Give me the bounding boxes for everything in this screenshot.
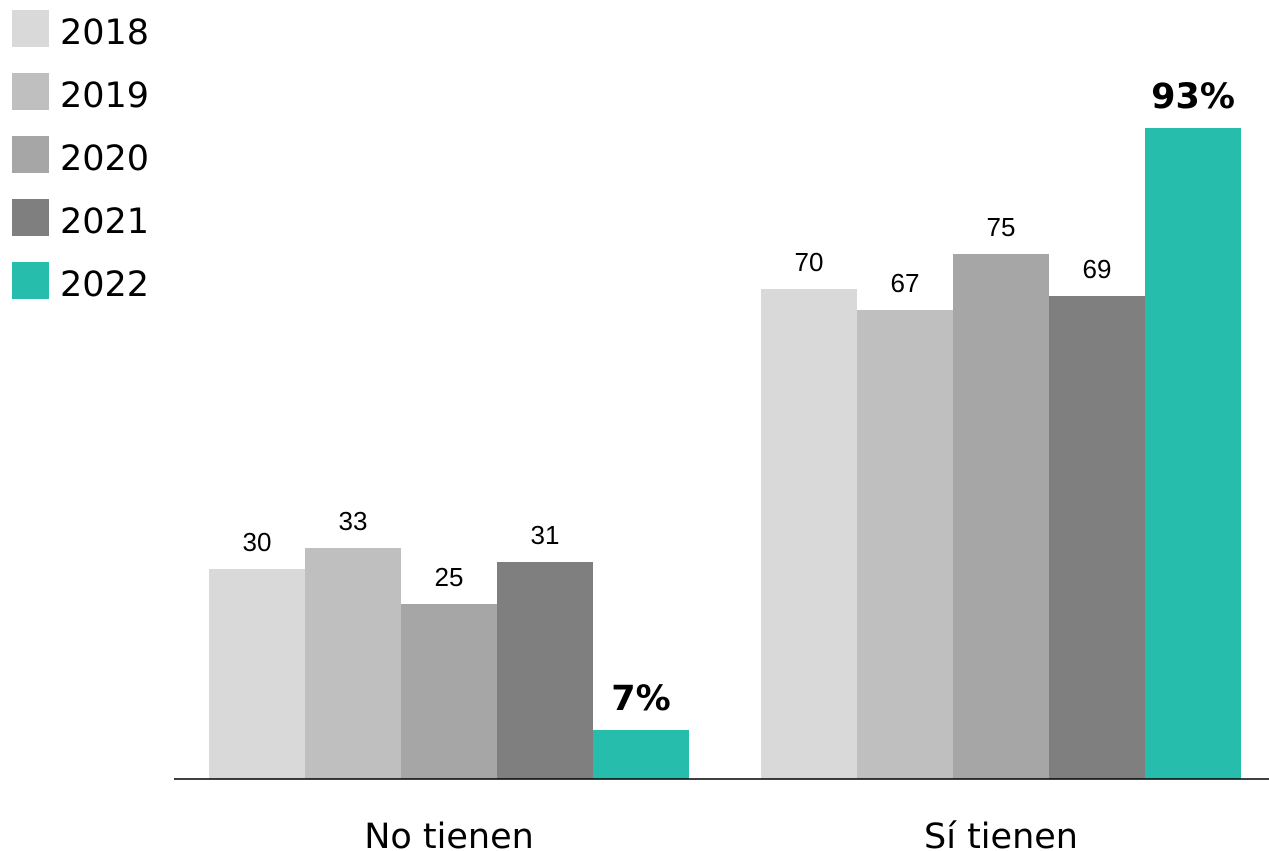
data-label-no-tienen-2022: 7%: [611, 679, 670, 719]
bar-no-tienen-2021: [497, 562, 593, 779]
bar-si-tienen-2022: [1145, 128, 1241, 779]
data-label-no-tienen-2019: 33: [339, 506, 368, 536]
bar-no-tienen-2019: [305, 548, 401, 779]
value-labels-layer: 30 33 25 31 7% 70 67 75 69 93%: [243, 77, 1235, 719]
legend-swatch-2021: [12, 199, 49, 236]
legend-item-2018: 2018: [12, 10, 149, 73]
data-label-si-tienen-2019: 67: [891, 268, 920, 298]
legend-swatch-2022: [12, 262, 49, 299]
data-label-si-tienen-2020: 75: [987, 212, 1016, 242]
legend-label-2019: 2019: [60, 76, 150, 116]
bar-no-tienen-2020: [401, 604, 497, 779]
data-label-no-tienen-2018: 30: [243, 527, 272, 557]
legend-label-2018: 2018: [60, 13, 150, 53]
data-label-no-tienen-2020: 25: [435, 562, 464, 592]
bars-layer: [209, 128, 1241, 779]
bar-si-tienen-2018: [761, 289, 857, 779]
legend-label-2022: 2022: [60, 265, 150, 305]
bar-no-tienen-2022: [593, 730, 689, 779]
legend-item-2020: 2020: [12, 136, 149, 199]
legend-item-2022: 2022: [12, 262, 149, 325]
legend-label-2021: 2021: [60, 202, 150, 242]
bar-no-tienen-2018: [209, 569, 305, 779]
legend-swatch-2019: [12, 73, 49, 110]
bar-si-tienen-2020: [953, 254, 1049, 779]
data-label-no-tienen-2021: 31: [531, 520, 560, 550]
bar-si-tienen-2021: [1049, 296, 1145, 779]
data-label-si-tienen-2021: 69: [1083, 254, 1112, 284]
bar-si-tienen-2019: [857, 310, 953, 779]
category-labels-layer: No tienen Sí tienen: [364, 817, 1078, 851]
data-label-si-tienen-2018: 70: [795, 247, 824, 277]
legend-label-2020: 2020: [60, 139, 150, 179]
category-label-si-tienen: Sí tienen: [924, 817, 1078, 851]
legend-swatch-2018: [12, 10, 49, 47]
legend-item-2021: 2021: [12, 199, 149, 262]
category-label-no-tienen: No tienen: [364, 817, 534, 851]
legend-swatch-2020: [12, 136, 49, 173]
data-label-si-tienen-2022: 93%: [1151, 77, 1235, 117]
chart-legend: 2018 2019 2020 2021 2022: [12, 10, 149, 325]
legend-item-2019: 2019: [12, 73, 149, 136]
